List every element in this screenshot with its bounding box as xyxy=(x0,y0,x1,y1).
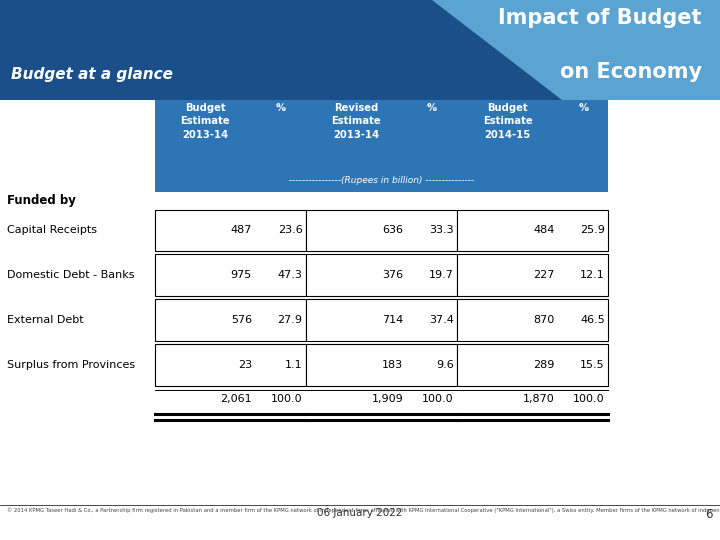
Text: %: % xyxy=(578,103,588,113)
Bar xyxy=(155,170,608,192)
Text: %: % xyxy=(276,103,286,113)
Text: 227: 227 xyxy=(533,270,554,280)
Text: 100.0: 100.0 xyxy=(422,394,454,404)
Bar xyxy=(155,254,306,296)
Text: 27.9: 27.9 xyxy=(277,315,302,325)
Text: on Economy: on Economy xyxy=(560,62,702,82)
Bar xyxy=(155,100,608,170)
Text: 37.4: 37.4 xyxy=(428,315,454,325)
Text: Impact of Budget: Impact of Budget xyxy=(498,8,702,28)
Text: 2,061: 2,061 xyxy=(220,394,252,404)
Text: 06 January 2022: 06 January 2022 xyxy=(318,508,402,518)
Text: 15.5: 15.5 xyxy=(580,360,605,370)
Bar xyxy=(457,299,608,341)
Text: Domestic Debt - Banks: Domestic Debt - Banks xyxy=(7,270,135,280)
Text: 47.3: 47.3 xyxy=(277,270,302,280)
Text: 100.0: 100.0 xyxy=(573,394,605,404)
Text: 576: 576 xyxy=(231,315,252,325)
Polygon shape xyxy=(432,0,720,100)
Bar xyxy=(306,344,457,386)
Bar xyxy=(155,344,306,386)
Text: 636: 636 xyxy=(382,225,403,235)
Text: 484: 484 xyxy=(533,225,554,235)
Text: 1,870: 1,870 xyxy=(523,394,554,404)
Text: Capital Receipts: Capital Receipts xyxy=(7,225,97,235)
Text: 1,909: 1,909 xyxy=(372,394,403,404)
Text: 376: 376 xyxy=(382,270,403,280)
Text: 487: 487 xyxy=(230,225,252,235)
Text: External Debt: External Debt xyxy=(7,315,84,325)
Text: 25.9: 25.9 xyxy=(580,225,605,235)
Text: 100.0: 100.0 xyxy=(271,394,302,404)
Text: 12.1: 12.1 xyxy=(580,270,605,280)
Text: 46.5: 46.5 xyxy=(580,315,605,325)
Text: 714: 714 xyxy=(382,315,403,325)
Bar xyxy=(306,210,457,251)
Bar xyxy=(306,299,457,341)
Text: Budget
Estimate
2014-15: Budget Estimate 2014-15 xyxy=(483,103,532,139)
Bar xyxy=(457,210,608,251)
Text: 6: 6 xyxy=(706,508,713,521)
Text: 23.6: 23.6 xyxy=(278,225,302,235)
Text: Budget
Estimate
2013-14: Budget Estimate 2013-14 xyxy=(181,103,230,139)
Text: Surplus from Provinces: Surplus from Provinces xyxy=(7,360,135,370)
Bar xyxy=(457,254,608,296)
Text: 870: 870 xyxy=(533,315,554,325)
Text: 289: 289 xyxy=(533,360,554,370)
Text: Funded by: Funded by xyxy=(7,194,76,207)
Text: 23: 23 xyxy=(238,360,252,370)
Text: © 2014 KPMG Taseer Hadi & Co., a Partnership firm registered in Pakistan and a m: © 2014 KPMG Taseer Hadi & Co., a Partner… xyxy=(7,508,720,513)
Text: 1.1: 1.1 xyxy=(285,360,302,370)
Text: Revised
Estimate
2013-14: Revised Estimate 2013-14 xyxy=(332,103,381,139)
Text: 183: 183 xyxy=(382,360,403,370)
Text: ----------------(Rupees in billion) ---------------: ----------------(Rupees in billion) ----… xyxy=(289,177,474,185)
Text: Budget at a glance: Budget at a glance xyxy=(11,68,173,83)
Text: 975: 975 xyxy=(230,270,252,280)
Text: %: % xyxy=(427,103,437,113)
Bar xyxy=(306,254,457,296)
Bar xyxy=(155,299,306,341)
Bar xyxy=(0,0,720,100)
Text: 19.7: 19.7 xyxy=(428,270,454,280)
Text: 9.6: 9.6 xyxy=(436,360,454,370)
Bar xyxy=(457,344,608,386)
Bar xyxy=(155,210,306,251)
Text: 33.3: 33.3 xyxy=(429,225,454,235)
